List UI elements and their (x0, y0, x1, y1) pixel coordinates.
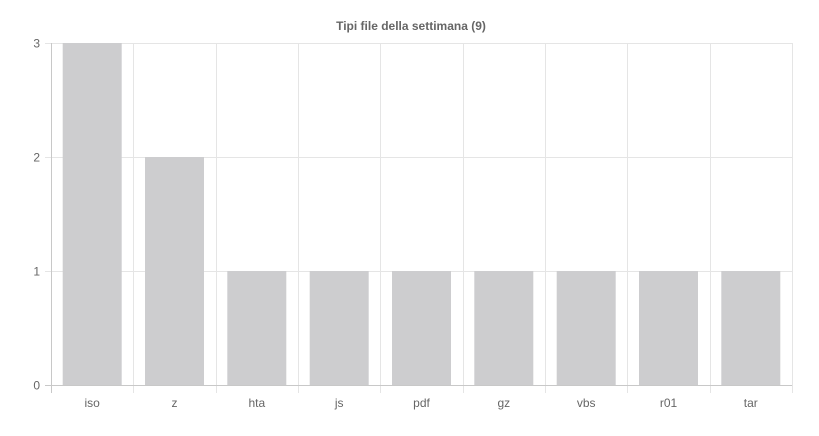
chart-title: Tipi file della settimana (9) (336, 19, 486, 33)
bar-pdf (392, 271, 451, 385)
x-tick-label: gz (497, 396, 510, 410)
bar-r01 (639, 271, 698, 385)
x-tick-label: pdf (413, 396, 430, 410)
y-tick-label: 1 (33, 265, 40, 279)
y-tick-label: 2 (33, 151, 40, 165)
x-tick-label: z (172, 396, 178, 410)
bar-gz (474, 271, 534, 385)
x-tick-label: vbs (577, 396, 596, 410)
x-tick-label: js (334, 396, 344, 410)
axes (45, 43, 792, 393)
x-tick-label: tar (744, 396, 758, 410)
x-tick-label: hta (248, 396, 265, 410)
bar-hta (227, 271, 287, 385)
bar-tar (721, 271, 781, 385)
bar-vbs (556, 271, 616, 385)
bar-z (145, 157, 204, 385)
x-tick-labels: iso z hta js pdf gz vbs r01 tar (85, 396, 758, 410)
y-tick-label: 3 (33, 37, 40, 51)
x-tick-label: iso (85, 396, 101, 410)
y-tick-labels: 0 1 2 3 (33, 37, 40, 393)
x-tick-label: r01 (660, 396, 678, 410)
bars (62, 43, 781, 385)
bar-iso (62, 43, 122, 385)
bar-js (309, 271, 369, 385)
y-tick-label: 0 (33, 379, 40, 393)
